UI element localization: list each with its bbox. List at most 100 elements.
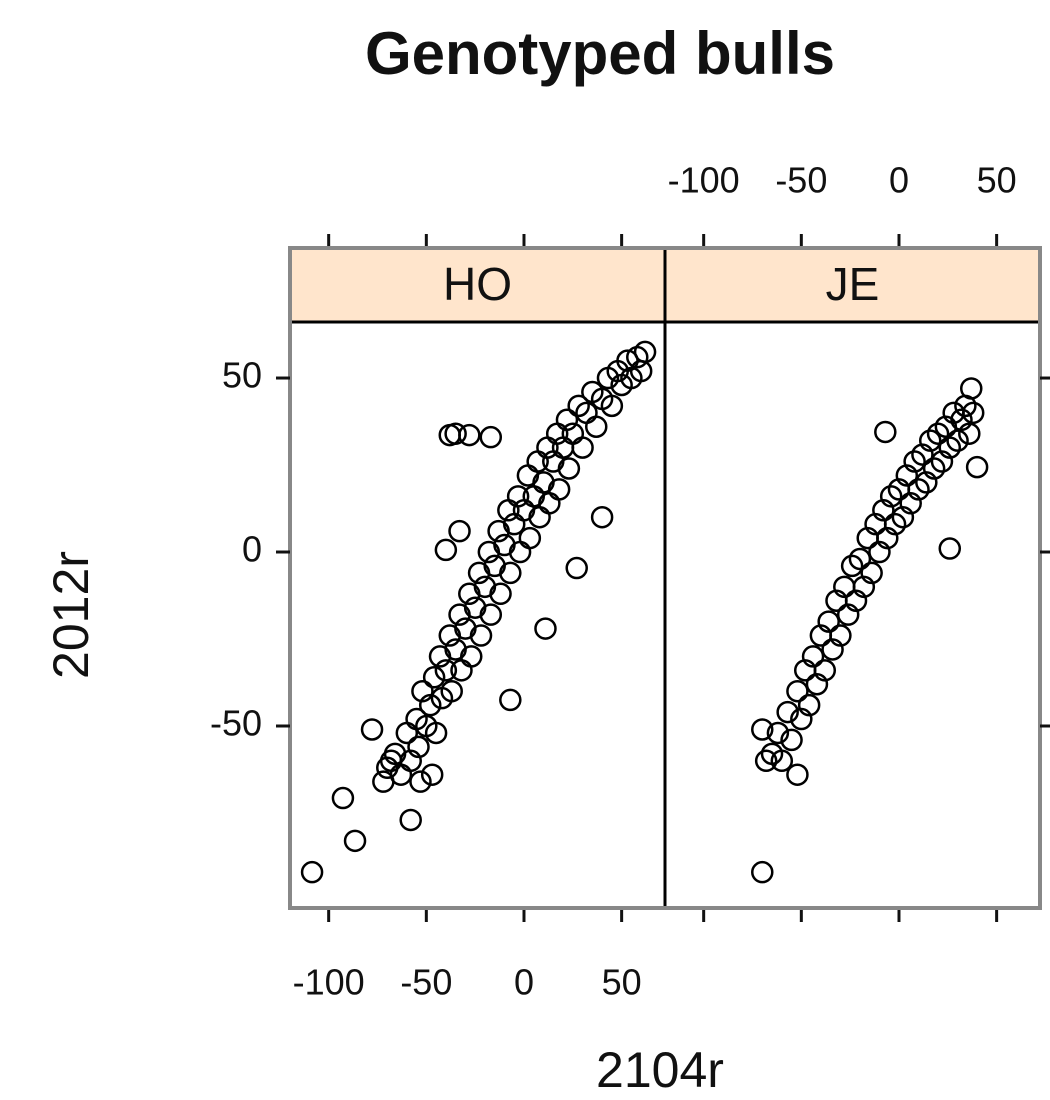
point: [751, 718, 774, 741]
point: [434, 659, 458, 682]
point: [506, 485, 530, 508]
y-tick-label: 0: [242, 529, 262, 570]
point: [954, 394, 977, 418]
point: [930, 450, 954, 473]
strip: [665, 248, 1040, 322]
point: [790, 707, 813, 731]
point: [418, 693, 442, 717]
point: [805, 672, 829, 696]
point: [786, 763, 809, 786]
point: [903, 450, 926, 473]
point: [600, 394, 624, 418]
x-tick-label: -50: [775, 160, 827, 201]
point: [907, 478, 930, 501]
x-tick-label: 50: [977, 160, 1017, 201]
x-tick-label: 0: [889, 160, 909, 201]
point: [399, 808, 422, 832]
point: [547, 478, 571, 501]
point: [585, 415, 608, 438]
point: [376, 756, 399, 780]
point: [872, 499, 895, 522]
point: [555, 408, 579, 432]
point: [534, 617, 557, 640]
point: [499, 561, 522, 585]
point: [961, 401, 985, 425]
point: [460, 645, 483, 668]
point: [891, 505, 915, 529]
point: [821, 638, 844, 661]
point: [399, 749, 422, 773]
point: [876, 526, 899, 550]
point: [868, 540, 891, 564]
point: [874, 420, 897, 444]
point: [479, 603, 503, 626]
y-axis-label: 2012r: [43, 551, 99, 679]
point: [420, 763, 444, 786]
point: [883, 512, 907, 536]
point: [844, 589, 868, 612]
point: [565, 556, 588, 580]
point: [776, 700, 799, 724]
point: [331, 786, 355, 810]
point: [360, 718, 384, 741]
point: [848, 547, 872, 571]
point: [440, 679, 463, 703]
point: [958, 422, 981, 445]
point: [911, 443, 934, 466]
point: [895, 464, 919, 487]
point: [801, 645, 825, 668]
point: [557, 457, 581, 480]
point: [922, 457, 946, 480]
strip: [290, 248, 665, 322]
point: [852, 575, 876, 599]
point: [450, 659, 473, 682]
point: [770, 749, 794, 773]
point: [518, 526, 542, 550]
point: [448, 519, 471, 543]
point: [444, 422, 467, 445]
x-tick-label: -50: [400, 962, 452, 1003]
point: [786, 679, 809, 703]
point: [489, 582, 512, 606]
point: [422, 666, 446, 689]
point: [879, 485, 903, 508]
point: [458, 423, 481, 447]
point: [938, 537, 962, 560]
x-tick-label: -100: [293, 962, 365, 1003]
point: [836, 603, 860, 626]
point: [766, 721, 790, 745]
point: [499, 688, 522, 712]
point: [780, 728, 803, 752]
point: [424, 721, 448, 745]
point: [965, 455, 989, 479]
point: [479, 425, 503, 449]
point: [915, 471, 938, 494]
x-tick-label: 0: [514, 962, 534, 1003]
point: [626, 345, 649, 369]
y-tick-label: -50: [210, 703, 262, 744]
point: [300, 860, 324, 884]
point: [797, 693, 821, 717]
point: [409, 770, 432, 793]
point: [950, 408, 973, 432]
point: [629, 359, 653, 383]
frame: [288, 246, 1042, 910]
point: [751, 860, 774, 884]
point: [829, 624, 852, 647]
x-tick-label: 50: [602, 962, 642, 1003]
strip-label: JE: [826, 258, 880, 310]
point: [567, 394, 590, 418]
point: [938, 436, 962, 459]
point: [571, 436, 594, 459]
point: [899, 492, 922, 515]
point: [407, 735, 430, 759]
point: [926, 422, 950, 445]
point: [840, 554, 864, 578]
point: [946, 429, 969, 452]
point: [918, 429, 942, 452]
point: [434, 538, 458, 562]
x-tick-label: -100: [668, 160, 740, 201]
point: [469, 624, 493, 647]
point: [817, 610, 840, 633]
point: [860, 561, 883, 585]
